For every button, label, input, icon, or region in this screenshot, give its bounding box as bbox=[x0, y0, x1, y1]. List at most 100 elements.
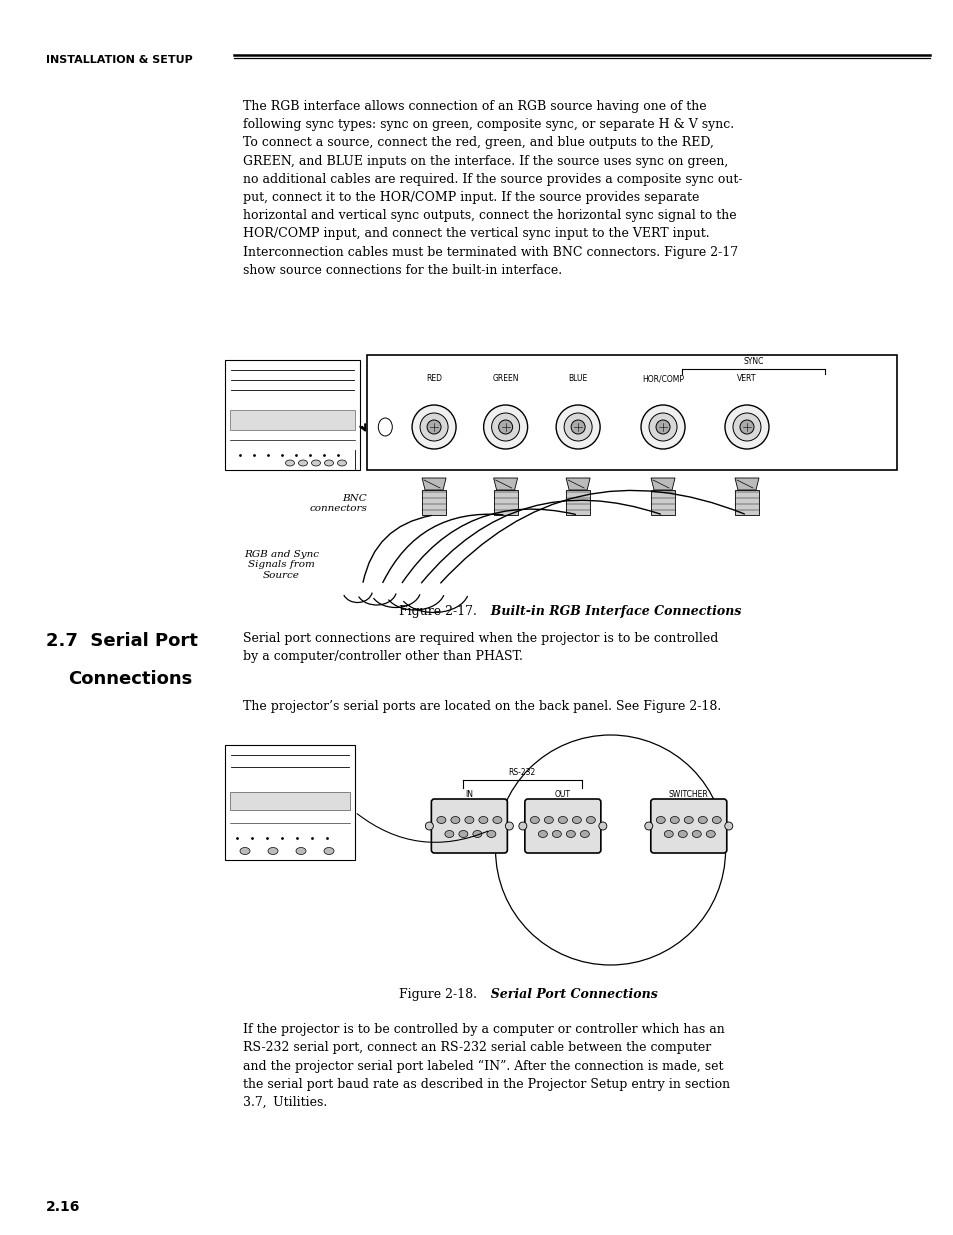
Ellipse shape bbox=[436, 816, 445, 824]
Text: SWITCHER: SWITCHER bbox=[668, 790, 708, 799]
Ellipse shape bbox=[451, 816, 459, 824]
Ellipse shape bbox=[740, 420, 753, 433]
Text: Serial Port Connections: Serial Port Connections bbox=[481, 988, 657, 1002]
Text: Figure 2-18.: Figure 2-18. bbox=[398, 988, 476, 1002]
FancyBboxPatch shape bbox=[431, 799, 507, 853]
Text: OUT: OUT bbox=[555, 790, 570, 799]
Polygon shape bbox=[734, 478, 759, 490]
Ellipse shape bbox=[285, 459, 294, 466]
Ellipse shape bbox=[493, 816, 501, 824]
Ellipse shape bbox=[552, 830, 560, 837]
Ellipse shape bbox=[473, 830, 481, 837]
Text: IN: IN bbox=[465, 790, 473, 799]
Ellipse shape bbox=[518, 823, 526, 830]
FancyBboxPatch shape bbox=[230, 410, 355, 430]
Ellipse shape bbox=[298, 459, 307, 466]
Ellipse shape bbox=[670, 816, 679, 824]
Text: BNC
connectors: BNC connectors bbox=[309, 494, 367, 514]
Ellipse shape bbox=[295, 847, 306, 855]
Text: HOR/COMP: HOR/COMP bbox=[641, 374, 683, 383]
Text: RGB and Sync
Signals from
Source: RGB and Sync Signals from Source bbox=[244, 550, 318, 579]
Ellipse shape bbox=[598, 823, 606, 830]
Polygon shape bbox=[565, 478, 590, 490]
Text: RED: RED bbox=[426, 374, 441, 383]
Ellipse shape bbox=[427, 420, 440, 433]
Polygon shape bbox=[421, 478, 446, 490]
Text: 2.16: 2.16 bbox=[46, 1200, 80, 1214]
Ellipse shape bbox=[556, 405, 599, 450]
Ellipse shape bbox=[444, 830, 454, 837]
Ellipse shape bbox=[324, 459, 334, 466]
FancyBboxPatch shape bbox=[367, 354, 896, 471]
Ellipse shape bbox=[683, 816, 693, 824]
Text: Built-in RGB Interface Connections: Built-in RGB Interface Connections bbox=[481, 605, 740, 618]
FancyBboxPatch shape bbox=[650, 799, 726, 853]
Text: VERT: VERT bbox=[737, 374, 756, 383]
Ellipse shape bbox=[586, 816, 595, 824]
Ellipse shape bbox=[458, 830, 467, 837]
Ellipse shape bbox=[337, 459, 346, 466]
Ellipse shape bbox=[268, 847, 277, 855]
Ellipse shape bbox=[692, 830, 700, 837]
Text: GREEN: GREEN bbox=[492, 374, 518, 383]
Ellipse shape bbox=[486, 830, 496, 837]
Ellipse shape bbox=[571, 420, 584, 433]
Ellipse shape bbox=[724, 405, 768, 450]
Ellipse shape bbox=[505, 823, 513, 830]
Ellipse shape bbox=[544, 816, 553, 824]
Ellipse shape bbox=[491, 412, 519, 441]
Ellipse shape bbox=[572, 816, 580, 824]
Ellipse shape bbox=[495, 735, 725, 965]
Ellipse shape bbox=[732, 412, 760, 441]
Ellipse shape bbox=[419, 412, 448, 441]
Ellipse shape bbox=[412, 405, 456, 450]
Ellipse shape bbox=[640, 405, 684, 450]
Text: Figure 2-17.: Figure 2-17. bbox=[398, 605, 476, 618]
Text: 2.7  Serial Port: 2.7 Serial Port bbox=[46, 632, 197, 650]
Text: The projector’s serial ports are located on the back panel. See Figure 2-18.: The projector’s serial ports are located… bbox=[243, 700, 720, 713]
Ellipse shape bbox=[498, 420, 512, 433]
Ellipse shape bbox=[312, 459, 320, 466]
FancyBboxPatch shape bbox=[421, 490, 446, 515]
Ellipse shape bbox=[698, 816, 706, 824]
Ellipse shape bbox=[425, 823, 433, 830]
Text: BLUE: BLUE bbox=[568, 374, 587, 383]
Text: SYNC: SYNC bbox=[742, 357, 763, 366]
Ellipse shape bbox=[705, 830, 715, 837]
Ellipse shape bbox=[530, 816, 538, 824]
Ellipse shape bbox=[712, 816, 720, 824]
FancyBboxPatch shape bbox=[493, 490, 517, 515]
Ellipse shape bbox=[464, 816, 474, 824]
FancyBboxPatch shape bbox=[734, 490, 759, 515]
Text: Connections: Connections bbox=[68, 671, 192, 688]
Ellipse shape bbox=[656, 420, 669, 433]
FancyBboxPatch shape bbox=[524, 799, 600, 853]
Ellipse shape bbox=[579, 830, 589, 837]
Ellipse shape bbox=[483, 405, 527, 450]
FancyBboxPatch shape bbox=[650, 490, 675, 515]
Ellipse shape bbox=[566, 830, 575, 837]
FancyBboxPatch shape bbox=[230, 792, 350, 810]
Ellipse shape bbox=[563, 412, 592, 441]
Ellipse shape bbox=[240, 847, 250, 855]
Polygon shape bbox=[493, 478, 517, 490]
Ellipse shape bbox=[478, 816, 487, 824]
Ellipse shape bbox=[558, 816, 567, 824]
Text: The RGB interface allows connection of an RGB source having one of the
following: The RGB interface allows connection of a… bbox=[243, 100, 742, 277]
Ellipse shape bbox=[644, 823, 652, 830]
Ellipse shape bbox=[537, 830, 547, 837]
Text: RS-232: RS-232 bbox=[508, 768, 536, 777]
Text: INSTALLATION & SETUP: INSTALLATION & SETUP bbox=[46, 56, 193, 65]
Ellipse shape bbox=[378, 417, 392, 436]
FancyBboxPatch shape bbox=[225, 359, 359, 471]
Ellipse shape bbox=[324, 847, 334, 855]
Ellipse shape bbox=[678, 830, 686, 837]
Ellipse shape bbox=[724, 823, 732, 830]
Text: If the projector is to be controlled by a computer or controller which has an
RS: If the projector is to be controlled by … bbox=[243, 1023, 730, 1109]
FancyBboxPatch shape bbox=[565, 490, 590, 515]
Ellipse shape bbox=[648, 412, 677, 441]
Polygon shape bbox=[650, 478, 675, 490]
Text: Serial port connections are required when the projector is to be controlled
by a: Serial port connections are required whe… bbox=[243, 632, 718, 663]
Ellipse shape bbox=[663, 830, 673, 837]
FancyBboxPatch shape bbox=[225, 745, 355, 860]
